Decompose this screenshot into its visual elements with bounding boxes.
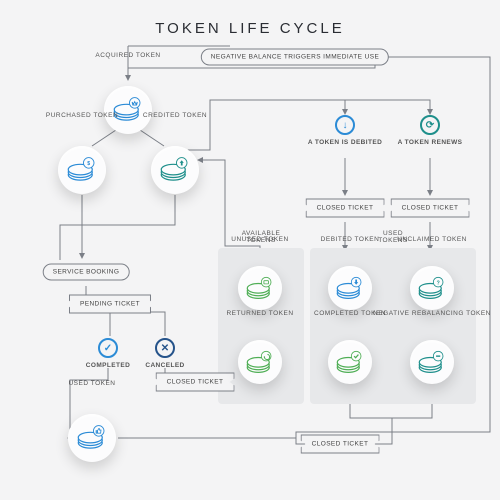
closed-3: CLOSED TICKET xyxy=(156,373,235,392)
coin-acquired: ACQUIRED TOKEN xyxy=(104,86,152,134)
closed-4: CLOSED TICKET xyxy=(301,435,380,454)
coin-label: ACQUIRED TOKEN xyxy=(95,52,160,59)
coin-rebalancing: NEGATIVE REBALANCING TOKEN xyxy=(410,340,454,384)
coin-label: USED TOKEN xyxy=(68,380,115,387)
coin-label: RETURNED TOKEN xyxy=(226,310,293,317)
coin-returned: RETURNED TOKEN xyxy=(238,340,282,384)
completed-ic: ✓COMPLETED xyxy=(98,338,118,358)
svg-text:?: ? xyxy=(437,280,440,286)
pending: PENDING TICKET xyxy=(69,295,151,314)
coin-used: USED TOKEN xyxy=(68,414,116,462)
coin-label: UNCLAIMED TOKEN xyxy=(397,236,467,243)
coin-unused: UNUSED TOKEN xyxy=(238,266,282,310)
debit-ic: ↓A TOKEN IS DEBITED xyxy=(335,115,355,135)
coin-label: UNUSED TOKEN xyxy=(231,236,288,243)
coin-label: CREDITED TOKEN xyxy=(143,112,207,119)
canceled-ic: ✕CANCELED xyxy=(155,338,175,358)
svc-booking: SERVICE BOOKING xyxy=(43,264,130,281)
coin-purchased: $PURCHASED TOKEN xyxy=(58,146,106,194)
coin-label: DEBITED TOKEN xyxy=(321,236,380,243)
coin-completed: COMPLETED TOKEN xyxy=(328,340,372,384)
svg-text:$: $ xyxy=(87,161,90,167)
neg-balance: NEGATIVE BALANCE TRIGGERS IMMEDIATE USE xyxy=(201,49,389,66)
coin-unclaimed: ?UNCLAIMED TOKEN xyxy=(410,266,454,310)
coin-debited: DEBITED TOKEN xyxy=(328,266,372,310)
coin-credited: CREDITED TOKEN xyxy=(151,146,199,194)
closed-1: CLOSED TICKET xyxy=(306,199,385,218)
closed-2: CLOSED TICKET xyxy=(391,199,470,218)
coin-label: NEGATIVE REBALANCING TOKEN xyxy=(373,310,491,317)
coin-label: PURCHASED TOKEN xyxy=(46,112,118,119)
renew-ic: ⟳A TOKEN RENEWS xyxy=(420,115,440,135)
